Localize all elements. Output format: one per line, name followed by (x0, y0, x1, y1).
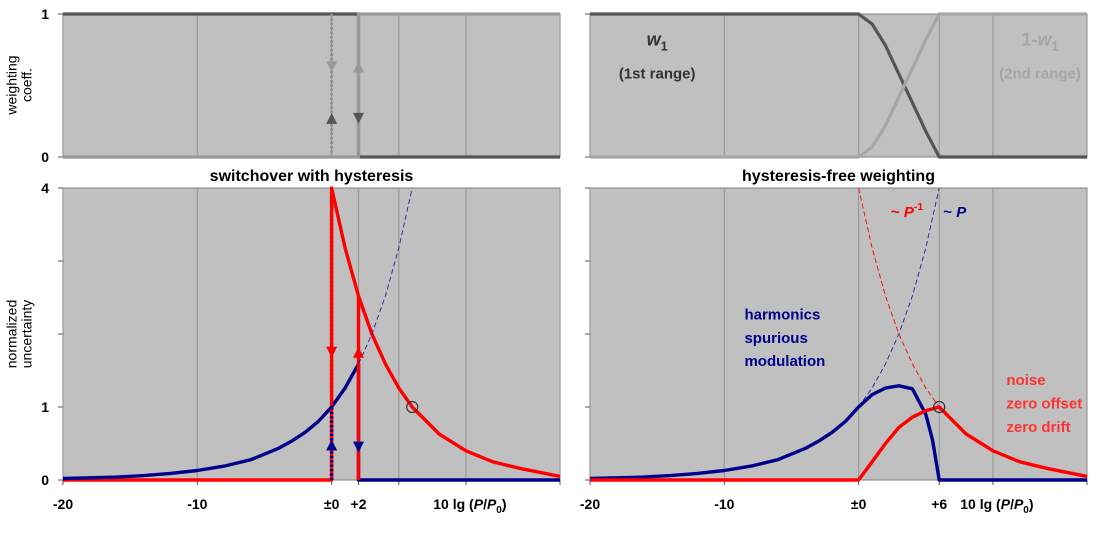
direction-arrow (326, 439, 338, 451)
y-tick-label: 1 (41, 399, 49, 415)
direction-arrow (353, 346, 365, 358)
x-axis-label: 10 lg (P/P0) (960, 496, 1033, 516)
direction-arrow (326, 346, 338, 358)
annotation-label: spurious (744, 330, 807, 347)
y-axis-label: uncertainty (19, 300, 35, 368)
intersection-marker (933, 400, 946, 414)
annotation-label: (2nd range) (999, 65, 1081, 82)
annotation-label: zero offset (1006, 395, 1082, 412)
plot-area (62, 187, 561, 481)
series-line (358, 187, 413, 365)
chart-panel-4: -20 -10 ±0 +6 10 lg (P/P0) hysteresis-free we… (580, 168, 1088, 516)
annotation-label: ~ P (943, 204, 967, 221)
plot-area (589, 187, 1088, 481)
x-tick-label: -20 (53, 496, 73, 512)
y-axis-label: coeff. (19, 68, 35, 102)
y-axis-label: weighting (4, 55, 20, 115)
direction-arrow (326, 112, 338, 124)
y-tick-label: 1 (41, 6, 49, 22)
series-line (590, 12, 1087, 159)
direction-arrow (353, 112, 365, 124)
y-axis-label: normalized (4, 300, 20, 368)
x-tick-label: -20 (580, 496, 600, 512)
chart-panel-2: w1(1st range)1-w1(2nd range) (585, 12, 1088, 159)
plot-area (62, 13, 561, 158)
annotation-label: (1st range) (619, 65, 696, 82)
annotation-label: zero drift (1006, 419, 1070, 436)
x-tick-label: ±0 (324, 496, 340, 512)
series-line (590, 405, 1088, 482)
series-line (589, 384, 1087, 482)
x-tick-label: -10 (714, 496, 734, 512)
chart-title: hysteresis-free weighting (742, 168, 935, 185)
x-tick-label: +2 (351, 496, 367, 512)
direction-arrow (326, 61, 338, 73)
annotation-label: modulation (744, 353, 825, 370)
chart-title: switchover with hysteresis (210, 168, 414, 185)
intersection-marker (406, 400, 419, 414)
series-line (590, 12, 1087, 159)
y-tick-label: 0 (41, 472, 49, 488)
series-line (858, 187, 940, 408)
plot-area (589, 13, 1088, 158)
y-tick-label: 0 (41, 149, 49, 165)
y-tick-label: 4 (41, 180, 49, 196)
direction-arrow (353, 61, 365, 73)
x-axis-label: 10 lg (P/P0) (433, 496, 506, 516)
chart-panel-3: 0 1 4 -20 -10 ±0 +2 10 lg (P/P0) normalized uncer… (4, 168, 561, 516)
direction-arrow (353, 441, 365, 453)
x-tick-label: ±0 (851, 496, 867, 512)
annotation-label: harmonics (744, 306, 820, 323)
x-tick-label: +6 (931, 496, 947, 512)
series-line (62, 362, 560, 482)
series-line (63, 12, 560, 159)
x-tick-label: -10 (187, 496, 207, 512)
series-line (858, 187, 940, 408)
annotation-label: noise (1006, 372, 1045, 389)
series-line (63, 186, 561, 482)
chart-panel-1: 0 1 weighting coeff. (4, 6, 561, 165)
annotation-label: w1 (647, 29, 668, 53)
